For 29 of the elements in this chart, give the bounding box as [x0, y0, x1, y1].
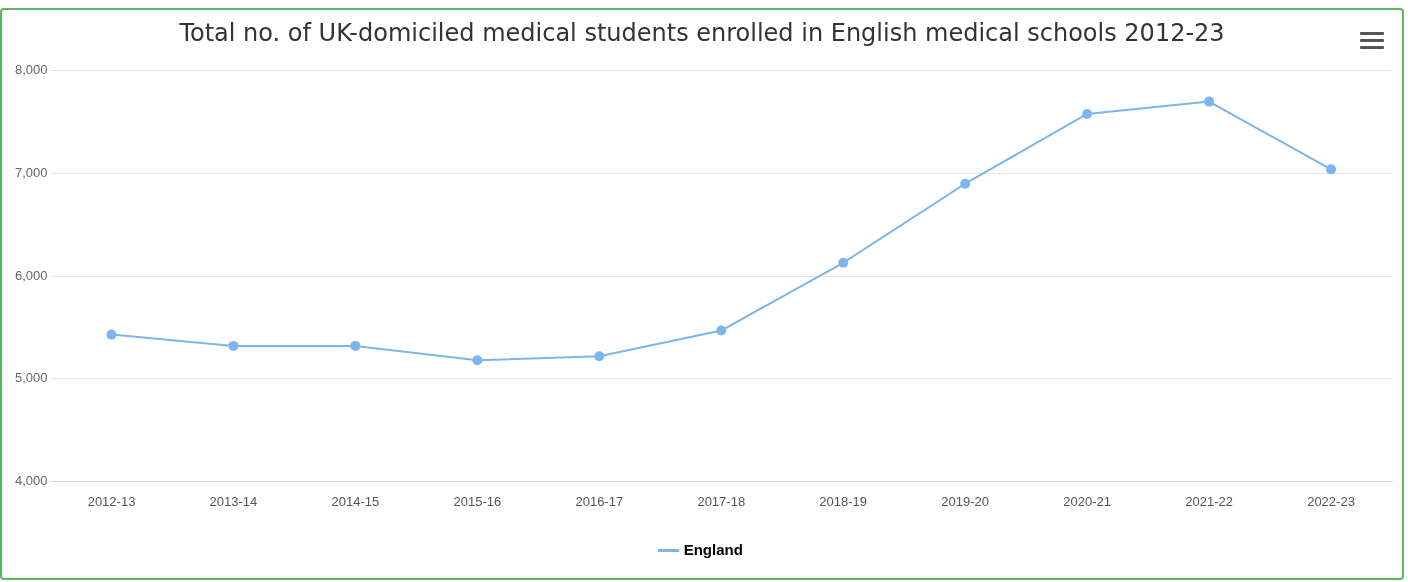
- point: [106, 329, 117, 340]
- chart-title: Total no. of UK-domiciled medical students enrolled in English medical schools 2012-23: [178, 18, 1225, 47]
- point: [228, 340, 239, 351]
- x-tick-label: 2020-21: [1063, 493, 1111, 509]
- point: [1082, 108, 1093, 119]
- point: [350, 340, 361, 351]
- x-tick-label: 2014-15: [331, 493, 380, 509]
- point: [960, 178, 971, 189]
- x-tick-label: 2017-18: [697, 493, 746, 509]
- x-tick-label: 2019-20: [941, 493, 990, 509]
- y-tick-label: 8,000: [14, 62, 48, 78]
- y-tick-label: 5,000: [14, 370, 48, 386]
- x-tick-label: 2016-17: [575, 493, 624, 509]
- point: [594, 351, 605, 362]
- point: [472, 355, 483, 366]
- point: [1204, 96, 1215, 107]
- y-tick-label: 7,000: [14, 165, 48, 181]
- point: [1326, 164, 1337, 175]
- y-tick-label: 4,000: [14, 472, 48, 488]
- x-tick-label: 2021-22: [1185, 493, 1233, 509]
- x-tick-label: 2022-23: [1307, 493, 1355, 509]
- y-tick-label: 6,000: [14, 267, 48, 283]
- legend-label: England: [683, 540, 743, 558]
- x-tick-label: 2012-13: [87, 493, 136, 509]
- point: [838, 257, 849, 268]
- x-tick-label: 2015-16: [453, 493, 502, 509]
- x-tick-label: 2013-14: [209, 493, 258, 509]
- x-tick-label: 2018-19: [819, 493, 868, 509]
- point: [716, 325, 727, 336]
